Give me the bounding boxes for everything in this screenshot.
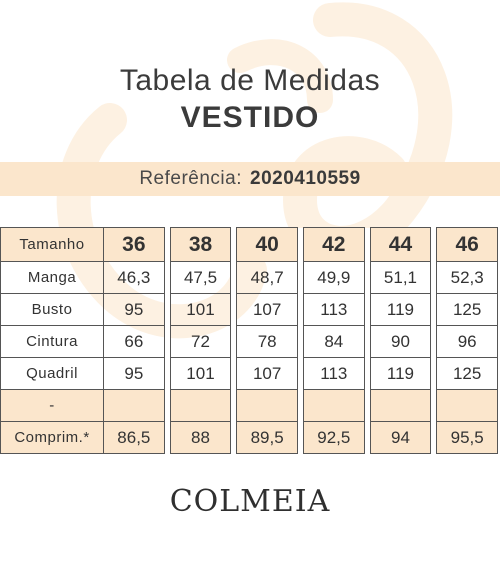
table-cell: [103, 389, 165, 422]
table-cell: 48,7: [236, 261, 298, 294]
reference-band: Referência: 2020410559: [0, 162, 500, 196]
reference-label: Referência:: [139, 168, 242, 189]
table-cell: 84: [303, 325, 365, 358]
table-cell: 94: [369, 421, 432, 454]
size-header: 38: [169, 227, 232, 262]
table-cell: 95: [103, 357, 165, 390]
table-cell: 92,5: [303, 421, 365, 454]
table-cell: 119: [369, 293, 432, 326]
table-cell: 66: [103, 325, 165, 358]
table-cell: 51,1: [369, 261, 432, 294]
size-header: 42: [303, 227, 365, 262]
reference-code: 2020410559: [250, 168, 361, 189]
table-cell: 88: [169, 421, 232, 454]
table-cell: 46,3: [103, 261, 165, 294]
row-label: Busto: [0, 293, 105, 326]
table-cell: 113: [303, 293, 365, 326]
table-cell: 96: [436, 325, 498, 358]
table-cell: 107: [236, 357, 298, 390]
table-cell: [236, 389, 298, 422]
table-cell: 107: [236, 293, 298, 326]
table-cell: [436, 389, 498, 422]
table-cell: 101: [169, 357, 232, 390]
product-type-title: VESTIDO: [180, 101, 320, 134]
size-header: 40: [236, 227, 298, 262]
table-row: Quadril 95 101 107 113 119 125: [0, 357, 498, 390]
table-cell: 78: [236, 325, 298, 358]
table-row: Busto 95 101 107 113 119 125: [0, 293, 498, 326]
table-row: Manga 46,3 47,5 48,7 49,9 51,1 52,3: [0, 261, 498, 294]
row-label: Cintura: [0, 325, 105, 358]
table-cell: 101: [169, 293, 232, 326]
table-row: Cintura 66 72 78 84 90 96: [0, 325, 498, 358]
table-cell: 49,9: [303, 261, 365, 294]
size-header: 44: [369, 227, 432, 262]
size-header: 46: [436, 227, 498, 262]
size-header: 36: [103, 227, 165, 262]
table-cell: [303, 389, 365, 422]
table-cell: 125: [436, 293, 498, 326]
table-cell: 90: [369, 325, 432, 358]
row-label: Quadril: [0, 357, 105, 390]
table-header-row: Tamanho 36 38 40 42 44 46: [0, 227, 498, 262]
table-cell: 86,5: [103, 421, 165, 454]
table-cell: 89,5: [236, 421, 298, 454]
table-cell: 95: [103, 293, 165, 326]
table-cell: 125: [436, 357, 498, 390]
table-cell: 113: [303, 357, 365, 390]
table-row: -: [0, 389, 498, 422]
row-label: Manga: [0, 261, 105, 294]
table-cell: 72: [169, 325, 232, 358]
table-row: Comprim.* 86,5 88 89,5 92,5 94 95,5: [0, 421, 498, 454]
header-label: Tamanho: [0, 227, 105, 262]
row-label: Comprim.*: [0, 421, 105, 454]
page-title: Tabela de Medidas: [119, 64, 381, 97]
table-cell: [369, 389, 432, 422]
table-cell: 52,3: [436, 261, 498, 294]
table-cell: 47,5: [169, 261, 232, 294]
table-cell: 119: [369, 357, 432, 390]
row-label: -: [0, 389, 105, 422]
table-cell: 95,5: [436, 421, 498, 454]
size-table: Tamanho 36 38 40 42 44 46 Manga 46,3 47,…: [0, 227, 498, 454]
table-cell: [169, 389, 232, 422]
brand-logo: COLMEIA: [169, 484, 331, 519]
